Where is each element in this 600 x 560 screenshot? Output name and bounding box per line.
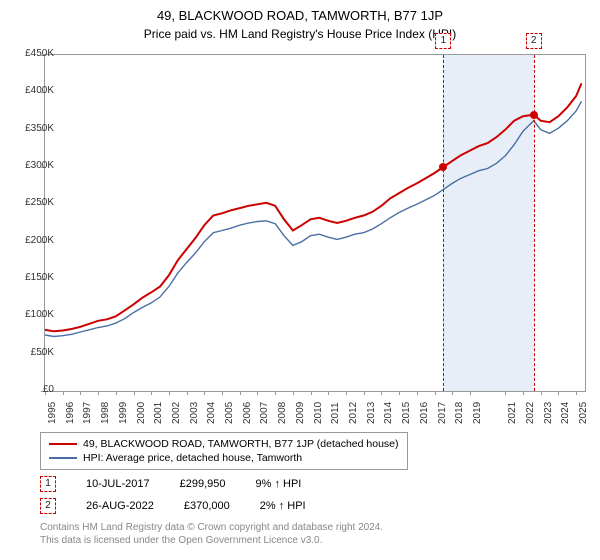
y-tick-label: £300K bbox=[10, 160, 54, 171]
x-tick-label: 2010 bbox=[313, 402, 324, 424]
x-tick-label: 2019 bbox=[472, 402, 483, 424]
x-tick-label: 1998 bbox=[100, 402, 111, 424]
sale-price: £299,950 bbox=[180, 478, 226, 490]
x-tick-label: 2011 bbox=[330, 402, 341, 424]
sale-delta: 2% ↑ HPI bbox=[260, 500, 306, 512]
legend-item-hpi: HPI: Average price, detached house, Tamw… bbox=[49, 451, 399, 465]
sale-date: 26-AUG-2022 bbox=[86, 500, 154, 512]
page-subtitle: Price paid vs. HM Land Registry's House … bbox=[0, 23, 600, 45]
marker-badge-icon: 1 bbox=[40, 476, 56, 492]
legend-swatch-icon bbox=[49, 457, 77, 459]
legend: 49, BLACKWOOD ROAD, TAMWORTH, B77 1JP (d… bbox=[40, 432, 408, 470]
x-tick-label: 2024 bbox=[560, 402, 571, 424]
y-tick-label: £0 bbox=[10, 384, 54, 395]
sale-date: 10-JUL-2017 bbox=[86, 478, 150, 490]
x-tick-label: 2016 bbox=[419, 402, 430, 424]
x-tick-label: 2012 bbox=[348, 402, 359, 424]
y-tick-label: £100K bbox=[10, 309, 54, 320]
sale-row: 2 26-AUG-2022 £370,000 2% ↑ HPI bbox=[40, 498, 306, 514]
legend-label: 49, BLACKWOOD ROAD, TAMWORTH, B77 1JP (d… bbox=[83, 438, 399, 450]
x-tick-label: 2005 bbox=[224, 402, 235, 424]
x-tick-label: 2007 bbox=[259, 402, 270, 424]
x-tick-label: 2000 bbox=[136, 402, 147, 424]
x-tick-label: 2018 bbox=[454, 402, 465, 424]
x-tick-label: 2025 bbox=[578, 402, 589, 424]
x-tick-label: 2023 bbox=[543, 402, 554, 424]
x-tick-label: 1999 bbox=[118, 402, 129, 424]
y-tick-label: £200K bbox=[10, 235, 54, 246]
marker-badge-icon: 2 bbox=[526, 33, 542, 49]
legend-label: HPI: Average price, detached house, Tamw… bbox=[83, 452, 302, 464]
x-tick-label: 2001 bbox=[153, 402, 164, 424]
x-tick-label: 2017 bbox=[437, 402, 448, 424]
x-axis-labels: 1995 1996 1997 1998 1999 2000 2001 2002 2003 2004… bbox=[44, 396, 584, 430]
legend-swatch-icon bbox=[49, 443, 77, 445]
y-tick-label: £400K bbox=[10, 85, 54, 96]
footer-attribution: Contains HM Land Registry data © Crown c… bbox=[40, 522, 383, 547]
y-tick-label: £450K bbox=[10, 48, 54, 59]
sale-price: £370,000 bbox=[184, 500, 230, 512]
x-tick-label: 2008 bbox=[277, 402, 288, 424]
x-tick-label: 2009 bbox=[295, 402, 306, 424]
sale-delta: 9% ↑ HPI bbox=[255, 478, 301, 490]
x-tick-label: 1997 bbox=[82, 402, 93, 424]
legend-item-property: 49, BLACKWOOD ROAD, TAMWORTH, B77 1JP (d… bbox=[49, 437, 399, 451]
x-tick-label: 2003 bbox=[189, 402, 200, 424]
x-tick-label: 1996 bbox=[65, 402, 76, 424]
x-tick-label: 2021 bbox=[507, 402, 518, 424]
price-chart: 12 bbox=[44, 54, 586, 392]
x-tick-label: 2006 bbox=[242, 402, 253, 424]
line-plot bbox=[45, 55, 585, 391]
x-tick-label: 2015 bbox=[401, 402, 412, 424]
sale-point-icon bbox=[530, 111, 538, 119]
x-tick-label: 1995 bbox=[47, 402, 58, 424]
y-tick-label: £150K bbox=[10, 272, 54, 283]
marker-badge-icon: 1 bbox=[435, 33, 451, 49]
x-tick-label: 2014 bbox=[383, 402, 394, 424]
x-tick-label: 2022 bbox=[525, 402, 536, 424]
page-title: 49, BLACKWOOD ROAD, TAMWORTH, B77 1JP bbox=[0, 0, 600, 23]
y-tick-label: £50K bbox=[10, 347, 54, 358]
y-tick-label: £350K bbox=[10, 123, 54, 134]
sale-row: 1 10-JUL-2017 £299,950 9% ↑ HPI bbox=[40, 476, 301, 492]
footer-line: Contains HM Land Registry data © Crown c… bbox=[40, 522, 383, 535]
x-tick-label: 2013 bbox=[366, 402, 377, 424]
x-tick-label: 2002 bbox=[171, 402, 182, 424]
x-tick-label: 2004 bbox=[206, 402, 217, 424]
marker-badge-icon: 2 bbox=[40, 498, 56, 514]
footer-line: This data is licensed under the Open Gov… bbox=[40, 535, 383, 548]
y-tick-label: £250K bbox=[10, 197, 54, 208]
